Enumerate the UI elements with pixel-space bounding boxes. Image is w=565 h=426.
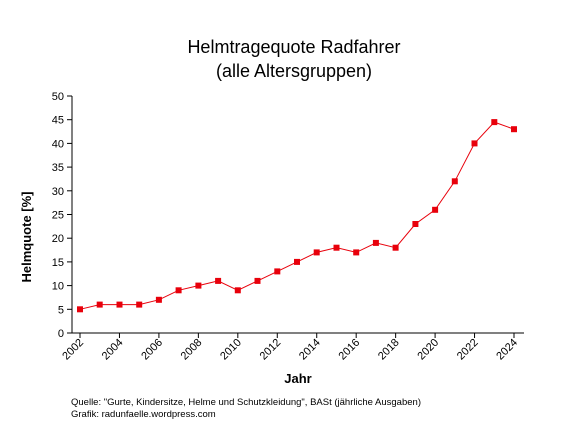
x-tick-label: 2004 xyxy=(100,337,126,363)
data-point xyxy=(294,258,300,265)
y-tick-label: 50 xyxy=(52,91,64,103)
x-tick-label: 2014 xyxy=(297,337,323,363)
y-tick-label: 25 xyxy=(52,210,64,222)
data-point xyxy=(372,239,379,246)
series-line xyxy=(79,121,515,310)
source-text: Quelle: "Gurte, Kindersitze, Helme und S… xyxy=(71,397,421,408)
data-point xyxy=(77,306,83,313)
y-tick-label: 30 xyxy=(52,186,64,198)
data-point xyxy=(96,301,103,308)
data-point xyxy=(491,119,498,126)
data-point xyxy=(412,221,419,227)
y-tick-label: 10 xyxy=(52,281,64,293)
x-axis-ticks: 2002 2004 2006 2008 2010 2012 2014 2016 2018 2020… xyxy=(60,333,520,362)
data-point xyxy=(451,178,458,185)
x-tick-label: 2006 xyxy=(139,337,165,363)
x-tick-label: 2008 xyxy=(179,337,205,363)
plot-area: 0 5 10 15 20 25 30 35 40 45 50 2002 2004 2006 2008 201… xyxy=(52,91,524,362)
data-point xyxy=(136,301,143,308)
y-axis-title: Helmquote [%] xyxy=(19,192,34,283)
data-point xyxy=(195,282,202,289)
data-point xyxy=(313,249,320,256)
y-axis-ticks: 0 5 10 15 20 25 30 35 40 45 50 xyxy=(52,91,72,340)
x-tick-label: 2020 xyxy=(415,337,441,363)
y-tick-label: 15 xyxy=(52,257,64,269)
data-point xyxy=(116,301,123,308)
data-point xyxy=(155,296,162,303)
x-tick-label: 2012 xyxy=(258,337,284,363)
y-tick-label: 5 xyxy=(58,304,64,316)
data-point xyxy=(353,249,360,256)
x-tick-label: 2002 xyxy=(60,337,86,363)
series-layer xyxy=(77,119,517,313)
y-tick-label: 20 xyxy=(52,233,64,245)
chart-title: Helmtragequote Radfahrer (alle Altersgru… xyxy=(187,37,400,81)
data-point xyxy=(175,287,182,294)
data-point xyxy=(392,244,399,251)
data-point xyxy=(471,140,478,147)
x-tick-label: 2016 xyxy=(337,337,363,363)
data-point xyxy=(432,206,439,213)
data-point xyxy=(234,287,241,294)
x-tick-label: 2022 xyxy=(455,337,481,363)
y-tick-label: 45 xyxy=(52,115,64,127)
data-point xyxy=(333,244,340,251)
chart-title-line-1: Helmtragequote Radfahrer xyxy=(187,37,400,57)
y-tick-label: 40 xyxy=(52,138,64,150)
data-point xyxy=(274,268,281,275)
data-point xyxy=(215,277,222,284)
y-tick-label: 0 xyxy=(58,328,64,340)
y-tick-label: 35 xyxy=(52,162,64,174)
data-point xyxy=(254,277,261,284)
x-tick-label: 2010 xyxy=(218,337,244,363)
chart-title-line-2: (alle Altersgruppen) xyxy=(216,61,372,81)
source-notes: Quelle: "Gurte, Kindersitze, Helme und S… xyxy=(71,397,421,420)
credit-text: Grafik: radunfaelle.wordpress.com xyxy=(71,409,216,420)
x-axis-title: Jahr xyxy=(284,371,311,386)
x-tick-label: 2018 xyxy=(376,337,402,363)
data-point xyxy=(511,126,517,133)
x-tick-label: 2024 xyxy=(494,337,520,363)
